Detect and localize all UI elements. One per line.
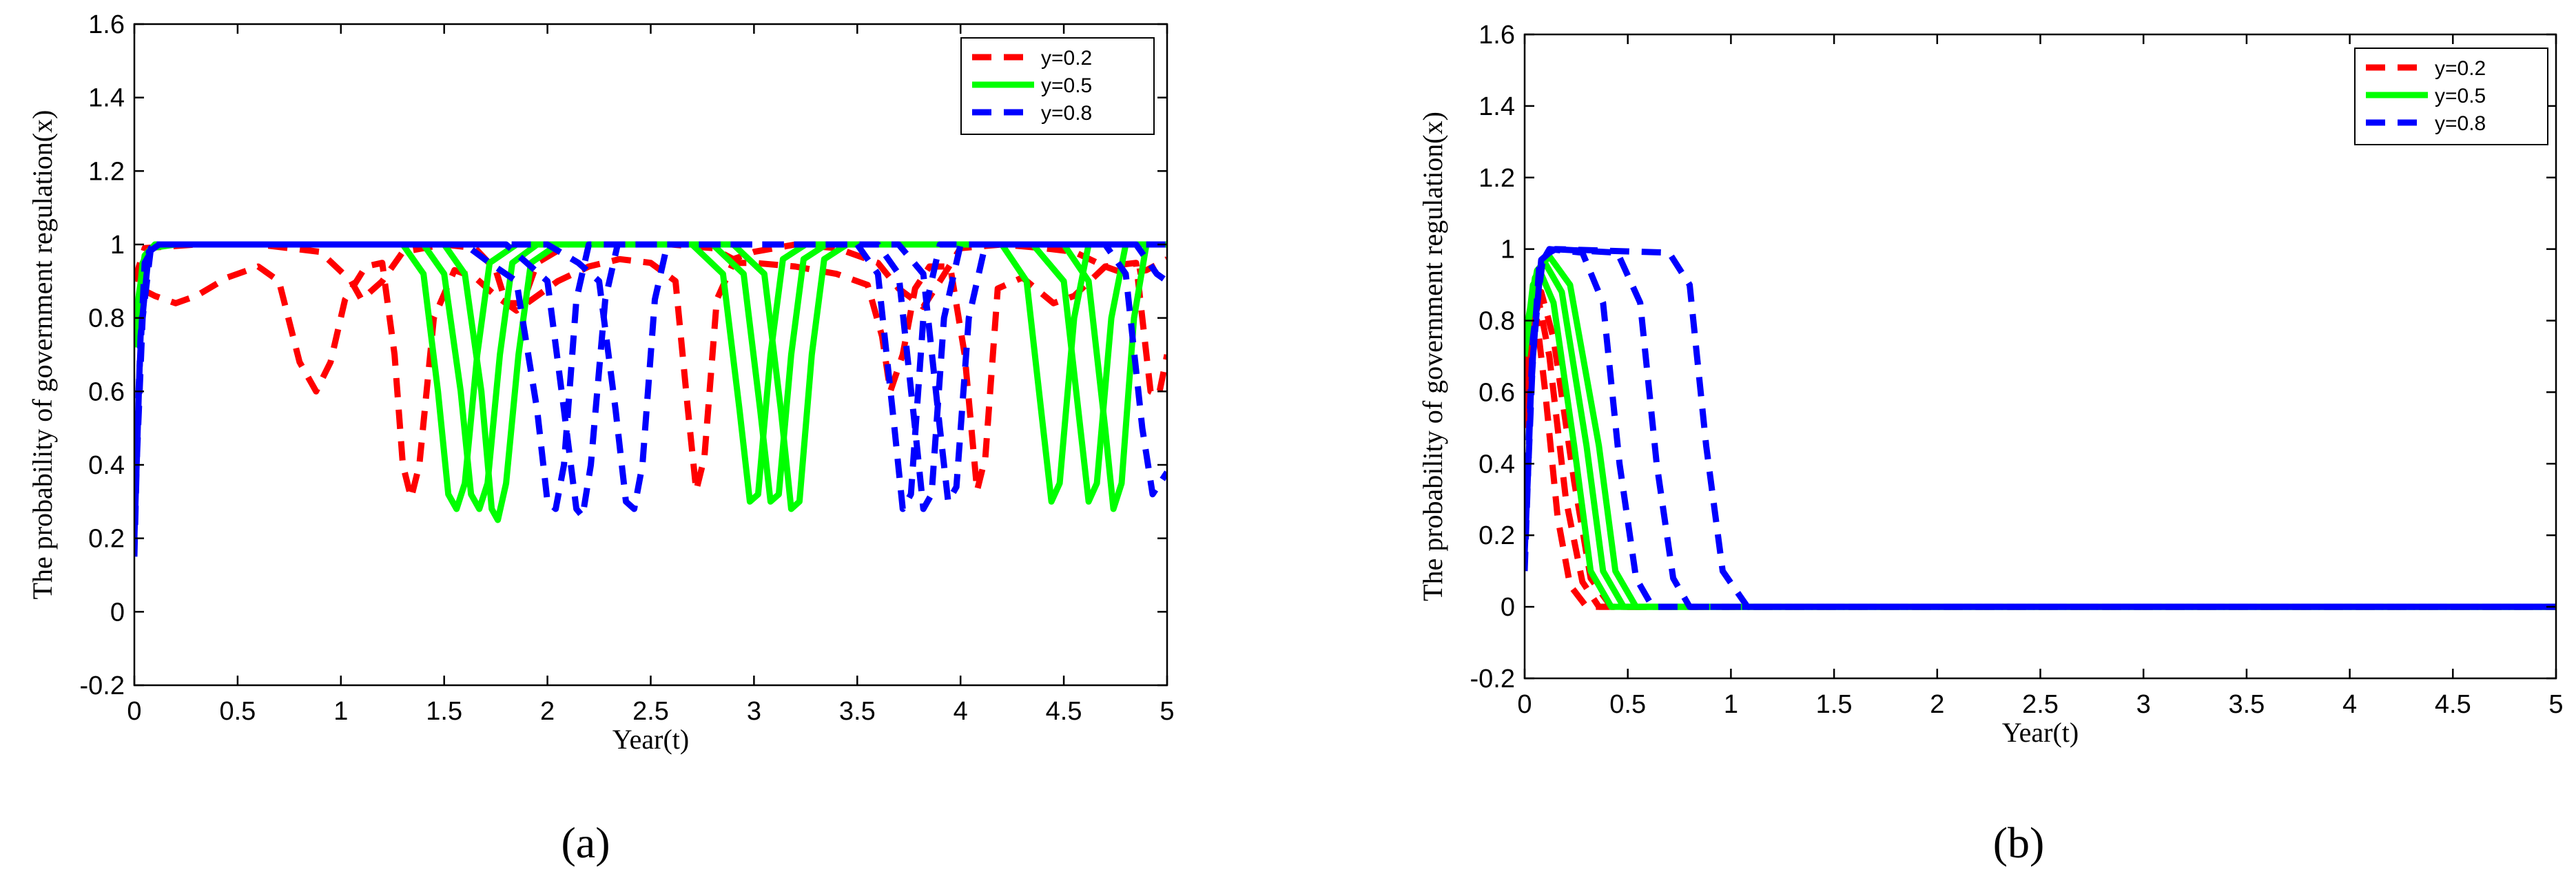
x-tick-label: 3 xyxy=(747,697,761,726)
y-tick-label: -0.2 xyxy=(80,671,125,700)
y-tick-label: 0 xyxy=(1501,593,1515,622)
series-y-0-2 xyxy=(134,241,1167,501)
legend-label: y=0.2 xyxy=(1041,47,1092,70)
y-tick-label: 1.6 xyxy=(1478,21,1515,50)
x-tick-label: 2.5 xyxy=(632,697,669,726)
y-tick-label: 1.2 xyxy=(88,157,125,186)
x-tick-label: 4.5 xyxy=(1046,697,1082,726)
legend-label: y=0.8 xyxy=(1041,102,1092,125)
x-tick-label: 0 xyxy=(127,697,141,726)
y-tick-label: 1.4 xyxy=(1478,92,1515,121)
series-line xyxy=(134,241,1167,557)
series-line xyxy=(1525,253,2556,610)
x-tick-label: 1 xyxy=(1724,690,1738,719)
x-axis-label: Year(t) xyxy=(2002,717,2079,748)
series-line xyxy=(1525,246,2556,610)
x-tick-label: 4 xyxy=(2342,690,2357,719)
x-tick-label: 1.5 xyxy=(426,697,462,726)
x-tick-label: 4 xyxy=(954,697,968,726)
panel-caption: (b) xyxy=(1993,818,2045,867)
y-tick-label: 0.4 xyxy=(88,451,125,480)
x-tick-label: 2 xyxy=(540,697,555,726)
y-tick-label: 1 xyxy=(110,231,125,260)
series-line xyxy=(134,241,1167,512)
y-axis-label: The probability of government regulation… xyxy=(1417,112,1448,601)
x-tick-label: 1.5 xyxy=(1816,690,1853,719)
x-tick-label: 0 xyxy=(1517,690,1532,719)
y-tick-label: 1.6 xyxy=(88,10,125,39)
series-line xyxy=(1525,317,2556,610)
chart-panel-b: 0 0.5 1 1.5 2 2.5 3 3.5 4 4.5 5-0.200.20.40.60.811… xyxy=(1417,21,2564,867)
x-tick-label: 0.5 xyxy=(219,697,256,726)
series-y-0-8 xyxy=(1525,246,2556,610)
y-tick-label: 1.2 xyxy=(1478,164,1515,193)
y-tick-label: 0.6 xyxy=(1478,378,1515,407)
x-tick-label: 0.5 xyxy=(1609,690,1646,719)
series-line xyxy=(1525,246,2556,610)
y-tick-label: 1.4 xyxy=(88,84,125,113)
legend-label: y=0.5 xyxy=(2435,85,2486,107)
legend: y=0.2 y=0.5 y=0.8 xyxy=(960,37,1155,135)
legend-label: y=0.2 xyxy=(2435,57,2486,80)
legend: y=0.2 y=0.5 y=0.8 xyxy=(2354,48,2548,145)
y-axis-label: The probability of government regulation… xyxy=(27,110,58,600)
x-tick-label: 3.5 xyxy=(2228,690,2265,719)
series-line xyxy=(134,241,1167,512)
x-tick-label: 2 xyxy=(1930,690,1944,719)
x-tick-label: 3 xyxy=(2136,690,2151,719)
series-line xyxy=(1525,246,2556,610)
y-tick-label: 1 xyxy=(1501,236,1515,264)
x-tick-label: 5 xyxy=(2548,690,2563,719)
series-line xyxy=(134,241,1167,523)
series-y-0-8 xyxy=(134,241,1167,557)
y-tick-label: 0 xyxy=(110,598,125,627)
x-axis-label: Year(t) xyxy=(612,724,689,755)
y-tick-label: 0.4 xyxy=(1478,450,1515,479)
series-y-0-5 xyxy=(1525,253,2556,610)
legend-label: y=0.5 xyxy=(1041,74,1092,97)
series-line xyxy=(134,241,1167,521)
series-line xyxy=(1525,260,2556,610)
series-line xyxy=(1525,289,2556,610)
chart-panel-a: 0 0.5 1 1.5 2 2.5 3 3.5 4 4.5 5-0.200.20.40.60.811… xyxy=(27,10,1175,867)
y-tick-label: 0.2 xyxy=(88,525,125,554)
series-line xyxy=(1525,271,2556,610)
y-tick-label: 0.8 xyxy=(1478,307,1515,336)
series-line xyxy=(134,241,1167,539)
x-tick-label: 3.5 xyxy=(839,697,876,726)
x-tick-label: 2.5 xyxy=(2022,690,2059,719)
y-tick-label: 0.6 xyxy=(88,377,125,406)
series-y-0-5 xyxy=(134,241,1167,523)
y-tick-label: -0.2 xyxy=(1470,665,1515,694)
x-tick-label: 1 xyxy=(333,697,348,726)
series-line xyxy=(1525,300,2556,610)
series-line xyxy=(134,255,1167,501)
x-tick-label: 5 xyxy=(1160,697,1174,726)
legend-label: y=0.8 xyxy=(2435,112,2486,135)
series-y-0-2 xyxy=(1525,289,2556,610)
y-tick-label: 0.2 xyxy=(1478,521,1515,550)
panel-caption: (a) xyxy=(561,818,610,867)
y-tick-label: 0.8 xyxy=(88,304,125,333)
series-line xyxy=(134,241,1167,311)
x-tick-label: 4.5 xyxy=(2435,690,2471,719)
